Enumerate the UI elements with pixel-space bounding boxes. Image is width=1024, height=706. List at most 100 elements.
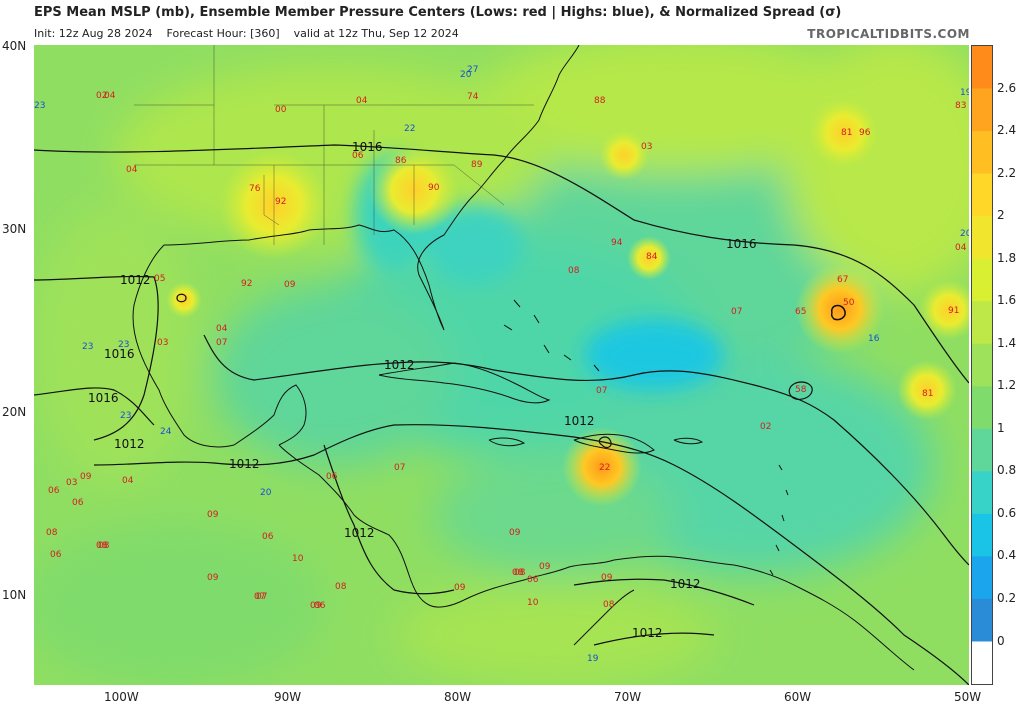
high-center: 23 bbox=[120, 411, 131, 421]
isobar-label: 1012 bbox=[114, 437, 145, 451]
low-center: 04 bbox=[356, 96, 368, 106]
low-center: 76 bbox=[249, 184, 261, 194]
high-center: 22 bbox=[404, 124, 415, 134]
low-center: 07 bbox=[216, 338, 227, 348]
high-center: 23 bbox=[34, 101, 45, 111]
forecast-info: Init: 12z Aug 28 2024 Forecast Hour: [36… bbox=[34, 27, 459, 40]
low-center: 86 bbox=[395, 156, 407, 166]
lat-label-10n: 10N bbox=[2, 588, 27, 602]
low-center: 07 bbox=[256, 592, 267, 602]
high-center: 23 bbox=[118, 340, 129, 350]
lon-label-60w: 60W bbox=[784, 690, 812, 704]
low-center: 09 bbox=[80, 472, 92, 482]
low-center: 04 bbox=[216, 324, 228, 334]
low-center: 07 bbox=[254, 592, 265, 602]
low-center: 58 bbox=[795, 385, 807, 395]
colorbar-swatch bbox=[972, 513, 992, 557]
low-center: 08 bbox=[98, 541, 110, 551]
low-center: 09 bbox=[207, 573, 219, 583]
site-brand: TROPICALTIDBITS.COM bbox=[807, 27, 970, 41]
low-center: 06 bbox=[262, 532, 274, 542]
colorbar-label: 1.2 bbox=[997, 378, 1017, 393]
map-title: EPS Mean MSLP (mb), Ensemble Member Pres… bbox=[34, 5, 842, 20]
colorbar-swatch bbox=[972, 258, 992, 302]
low-center: 08 bbox=[514, 568, 526, 578]
high-center: 24 bbox=[160, 427, 172, 437]
low-center: 84 bbox=[646, 252, 658, 262]
low-center: 00 bbox=[275, 105, 287, 115]
colorbar-swatch bbox=[972, 471, 992, 515]
spread-colorbar bbox=[971, 45, 993, 685]
low-center: 09 bbox=[509, 528, 521, 538]
high-spread-spots bbox=[166, 98, 969, 507]
isobar-label: 1016 bbox=[726, 237, 757, 251]
low-center: 09 bbox=[539, 562, 551, 572]
lat-label-40n: 40N bbox=[2, 39, 27, 53]
low-center: 81 bbox=[841, 128, 852, 138]
colorbar-label: 0 bbox=[997, 633, 1005, 648]
colorbar-swatch bbox=[972, 598, 992, 642]
colorbar-label: 2.2 bbox=[997, 165, 1017, 180]
isobar-label: 1012 bbox=[632, 626, 663, 640]
low-center: 65 bbox=[795, 307, 806, 317]
low-center: 08 bbox=[96, 541, 108, 551]
low-center: 06 bbox=[314, 601, 326, 611]
low-center: 88 bbox=[594, 96, 606, 106]
low-center: 04 bbox=[104, 91, 116, 101]
coastlines bbox=[132, 45, 915, 671]
low-center: 07 bbox=[596, 386, 607, 396]
isobar-label: 1012 bbox=[384, 358, 415, 372]
high-center: 19 bbox=[960, 88, 969, 98]
low-center: 92 bbox=[241, 279, 252, 289]
lon-label-80w: 80W bbox=[444, 690, 472, 704]
high-center: 20 bbox=[260, 488, 272, 498]
high-center: 27 bbox=[467, 65, 478, 75]
low-center: 74 bbox=[467, 92, 479, 102]
low-center: 09 bbox=[284, 280, 296, 290]
low-center: 02 bbox=[760, 422, 771, 432]
low-center: 06 bbox=[527, 575, 539, 585]
low-center: 04 bbox=[955, 243, 967, 253]
low-center: 92 bbox=[275, 197, 286, 207]
high-center: 23 bbox=[82, 342, 93, 352]
low-center: 02 bbox=[96, 91, 107, 101]
low-center: 89 bbox=[471, 160, 483, 170]
state-borders bbox=[134, 45, 534, 245]
low-center: 06 bbox=[352, 151, 364, 161]
low-center: 07 bbox=[731, 307, 742, 317]
isobar-labels: 1016 1012 1016 1012 1012 1016 1012 1012 … bbox=[88, 140, 757, 640]
high-center: 16 bbox=[868, 334, 880, 344]
isobar-label: 1012 bbox=[564, 414, 595, 428]
low-center: 09 bbox=[454, 583, 466, 593]
low-center: 09 bbox=[310, 601, 322, 611]
low-center: 07 bbox=[394, 463, 405, 473]
isobar-label: 1016 bbox=[88, 391, 119, 405]
low-center: 91 bbox=[948, 306, 959, 316]
colorbar-swatch bbox=[972, 173, 992, 217]
isobar-label: 1012 bbox=[344, 526, 375, 540]
low-center: 67 bbox=[837, 275, 848, 285]
low-center: 09 bbox=[207, 510, 219, 520]
high-center: 20 bbox=[960, 229, 969, 239]
colorbar-label: 1.4 bbox=[997, 335, 1017, 350]
isobars bbox=[34, 144, 969, 685]
high-center: 19 bbox=[587, 654, 599, 664]
low-center: 96 bbox=[859, 128, 871, 138]
colorbar-swatch bbox=[972, 46, 992, 90]
forecast-hour: Forecast Hour: [360] bbox=[166, 27, 280, 40]
colorbar-swatch bbox=[972, 641, 992, 685]
low-center: 05 bbox=[154, 274, 165, 284]
lon-label-100w: 100W bbox=[104, 690, 139, 704]
colorbar-label: 0.4 bbox=[997, 548, 1017, 563]
forecast-map[interactable]: 1016 1012 1016 1012 1012 1016 1012 1012 … bbox=[34, 45, 969, 685]
colorbar-label: 1.6 bbox=[997, 293, 1017, 308]
low-center: 06 bbox=[50, 550, 62, 560]
low-center: 03 bbox=[157, 338, 168, 348]
lon-label-70w: 70W bbox=[614, 690, 642, 704]
low-center: 06 bbox=[326, 472, 338, 482]
colorbar-swatch bbox=[972, 131, 992, 175]
low-center: 08 bbox=[568, 266, 580, 276]
low-center: 08 bbox=[512, 568, 524, 578]
valid-time: valid at 12z Thu, Sep 12 2024 bbox=[293, 27, 459, 40]
colorbar-swatch bbox=[972, 343, 992, 387]
